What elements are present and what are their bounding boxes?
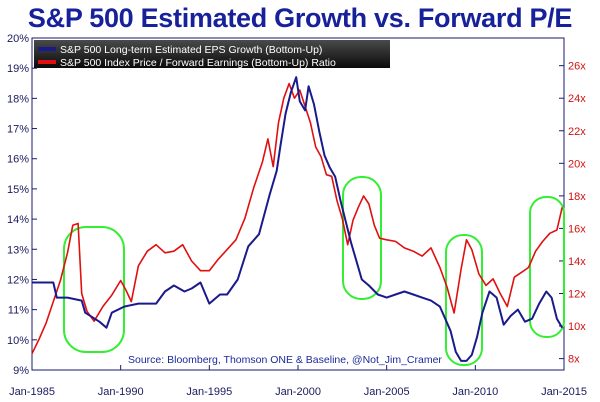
highlight-oval-1987: [63, 226, 125, 353]
left-tick-label: 18%: [7, 93, 29, 105]
right-tick-label: 10x: [568, 321, 586, 333]
x-tick-label: Jan-2000: [275, 386, 321, 398]
left-tick-label: 10%: [7, 335, 29, 347]
left-tick-label: 12%: [7, 274, 29, 286]
highlight-oval-2014: [529, 196, 565, 338]
x-tick-label: Jan-2015: [541, 386, 587, 398]
left-axis: 9% 10% 11% 12% 13% 14% 15% 16% 17% 18% 19% 20%: [7, 33, 37, 377]
series-layer: [31, 76, 564, 362]
x-tick-label: Jan-1985: [9, 386, 55, 398]
right-tick-label: 8x: [568, 354, 580, 366]
left-tick-label: 13%: [7, 244, 29, 256]
right-tick-label: 16x: [568, 223, 586, 235]
left-tick-label: 14%: [7, 214, 29, 226]
source-note: Source: Bloomberg, Thomson ONE & Baselin…: [128, 354, 442, 366]
legend-label-forward-pe: S&P 500 Index Price / Forward Earnings (…: [60, 57, 336, 69]
legend-box: [34, 40, 390, 68]
legend-label-eps-growth: S&P 500 Long-term Estimated EPS Growth (…: [60, 44, 322, 56]
right-tick-label: 20x: [568, 158, 586, 170]
right-tick-label: 26x: [568, 61, 586, 73]
x-tick-label: Jan-2005: [364, 386, 410, 398]
left-tick-label: 9%: [13, 365, 29, 377]
highlight-ovals: [63, 176, 565, 366]
right-tick-label: 12x: [568, 289, 586, 301]
left-tick-label: 20%: [7, 33, 29, 45]
x-tick-label: Jan-1990: [98, 386, 144, 398]
right-tick-label: 18x: [568, 191, 586, 203]
right-tick-label: 24x: [568, 93, 586, 105]
legend: S&P 500 Long-term Estimated EPS Growth (…: [34, 40, 390, 69]
right-tick-label: 14x: [568, 256, 586, 268]
right-axis: 8x 10x 12x 14x 16x 18x 20x 22x 24x 26x: [559, 61, 586, 366]
highlight-oval-2009: [445, 234, 483, 366]
x-tick-label: Jan-2010: [452, 386, 498, 398]
left-tick-label: 11%: [8, 305, 29, 317]
left-tick-label: 17%: [7, 124, 29, 136]
chart-title: S&P 500 Estimated Growth vs. Forward P/E: [27, 3, 573, 33]
right-tick-label: 22x: [568, 126, 586, 138]
series-line-forward-pe: [31, 82, 563, 355]
left-tick-label: 16%: [7, 154, 29, 166]
left-tick-label: 19%: [7, 63, 29, 75]
left-tick-label: 15%: [7, 184, 29, 196]
x-axis: Jan-1985 Jan-1990 Jan-1995 Jan-2000 Jan-2005…: [9, 365, 587, 398]
x-tick-label: Jan-1995: [186, 386, 232, 398]
series-line-eps-growth: [32, 76, 564, 362]
